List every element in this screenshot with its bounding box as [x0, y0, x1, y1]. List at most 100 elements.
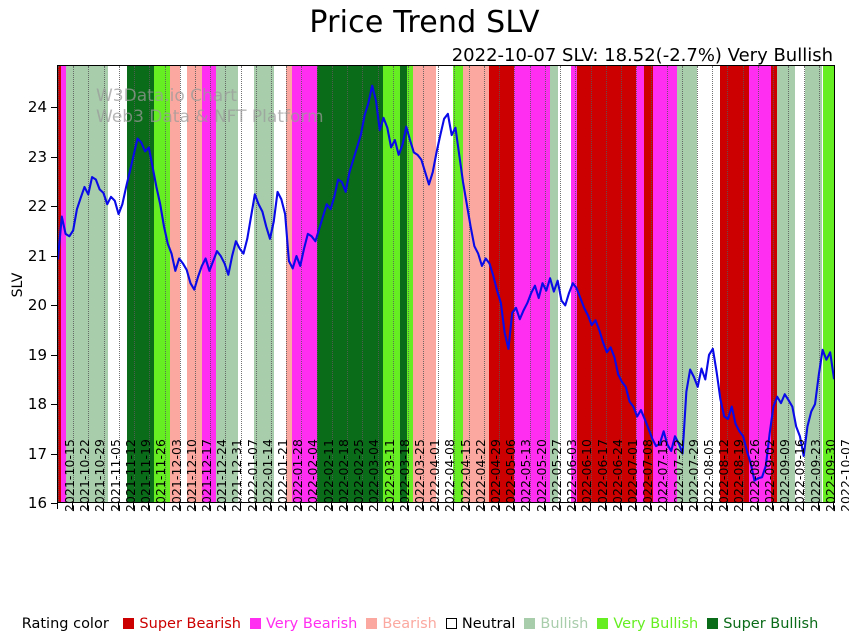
x-tick-mark: [117, 503, 119, 509]
x-tick-label: 2022-09-16: [792, 438, 808, 512]
x-tick-label: 2022-05-13: [518, 438, 534, 512]
rating-band: [170, 66, 181, 502]
x-tick-label: 2022-06-17: [594, 438, 610, 512]
rating-band: [108, 66, 127, 502]
x-tick-mark: [239, 503, 241, 509]
x-tick-label: 2022-01-07: [244, 438, 260, 512]
x-tick-mark: [559, 503, 561, 509]
y-tick-mark: [51, 206, 57, 208]
x-tick-label: 2022-09-23: [807, 438, 823, 512]
legend-swatch-icon: [366, 618, 378, 629]
rating-band: [805, 66, 823, 502]
legend: Rating color Super Bearish Very Bearish Be…: [0, 616, 849, 632]
rating-band: [577, 66, 637, 502]
x-tick-mark: [726, 503, 728, 509]
legend-lead-label: Rating color: [21, 616, 109, 632]
x-tick-label: 2022-07-22: [670, 438, 686, 512]
rating-band: [407, 66, 413, 502]
rating-band: [720, 66, 727, 502]
x-tick-label: 2022-04-29: [488, 438, 504, 512]
rating-band: [453, 66, 463, 502]
legend-item-label: Bearish: [382, 616, 437, 632]
x-tick-mark: [483, 503, 485, 509]
x-tick-label: 2021-12-24: [214, 438, 230, 512]
rating-band: [382, 66, 400, 502]
rating-band: [237, 66, 255, 502]
legend-item[interactable]: Super Bearish: [123, 616, 241, 632]
x-tick-mark: [87, 503, 89, 509]
x-tick-label: 2022-02-04: [305, 438, 321, 512]
x-tick-mark: [133, 503, 135, 509]
x-tick-mark: [756, 503, 758, 509]
rating-band: [216, 66, 238, 502]
rating-bands: [58, 66, 834, 502]
legend-swatch-icon: [524, 618, 536, 629]
gridline: [834, 66, 835, 502]
legend-swatch-icon: [123, 618, 135, 629]
y-tick-mark: [51, 255, 57, 257]
x-tick-label: 2022-08-12: [716, 438, 732, 512]
legend-item[interactable]: Super Bullish: [707, 616, 818, 632]
legend-item[interactable]: Neutral: [445, 616, 515, 632]
x-tick-mark: [498, 503, 500, 509]
rating-band: [126, 66, 154, 502]
legend-item[interactable]: Very Bullish: [597, 616, 698, 632]
rating-band: [180, 66, 188, 502]
chart-subtitle: 2022-10-07 SLV: 18.52(-2.7%) Very Bullis…: [451, 45, 833, 66]
x-tick-mark: [224, 503, 226, 509]
legend-item[interactable]: Very Bearish: [250, 616, 357, 632]
x-tick-label: 2021-11-26: [153, 438, 169, 512]
x-tick-mark: [148, 503, 150, 509]
y-tick-mark: [51, 503, 57, 504]
legend-item[interactable]: Bearish: [366, 616, 437, 632]
x-tick-label: 2022-03-25: [411, 438, 427, 512]
x-tick-label: 2022-07-15: [655, 438, 671, 512]
x-tick-mark: [361, 503, 363, 509]
x-tick-label: 2022-04-01: [427, 438, 443, 512]
x-tick-mark: [285, 503, 287, 509]
x-tick-mark: [787, 503, 789, 509]
rating-band: [652, 66, 678, 502]
y-tick-mark: [51, 305, 57, 307]
x-tick-label: 2021-11-05: [107, 438, 123, 512]
x-tick-mark: [817, 503, 819, 509]
x-tick-label: 2022-06-24: [609, 438, 625, 512]
x-tick-label: 2022-10-07: [838, 438, 849, 512]
x-tick-label: 2022-07-01: [624, 438, 640, 512]
legend-item-label: Very Bullish: [613, 616, 699, 632]
rating-band: [489, 66, 515, 502]
x-tick-mark: [102, 503, 104, 509]
x-tick-mark: [452, 503, 454, 509]
x-tick-mark: [163, 503, 165, 509]
x-tick-label: 2022-09-09: [777, 438, 793, 512]
x-tick-mark: [406, 503, 408, 509]
x-tick-label: 2022-05-20: [533, 438, 549, 512]
legend-item-label: Bullish: [540, 616, 589, 632]
x-tick-mark: [376, 503, 378, 509]
y-tick-mark: [51, 453, 57, 455]
rating-band: [273, 66, 287, 502]
plot-area: W3Data.io Chart Web3 Data & NFT Platform: [57, 65, 835, 503]
y-tick-mark: [51, 156, 57, 158]
x-tick-label: 2021-11-12: [122, 438, 138, 512]
watermark: W3Data.io Chart Web3 Data & NFT Platform: [96, 86, 324, 127]
x-tick-mark: [665, 503, 667, 509]
x-tick-mark: [772, 503, 774, 509]
rating-band: [286, 66, 293, 502]
x-tick-label: 2022-04-15: [457, 438, 473, 512]
legend-item[interactable]: Bullish: [524, 616, 588, 632]
legend-item-label: Super Bullish: [723, 616, 819, 632]
x-tick-label: 2022-05-06: [503, 438, 519, 512]
x-tick-mark: [513, 503, 515, 509]
x-tick-label: 2021-10-22: [77, 438, 93, 512]
y-tick-mark: [51, 354, 57, 356]
rating-band: [636, 66, 645, 502]
rating-band: [822, 66, 834, 502]
rating-band: [749, 66, 771, 502]
y-tick-label: 21: [27, 246, 47, 265]
x-tick-mark: [346, 503, 348, 509]
x-tick-label: 2022-08-19: [731, 438, 747, 512]
x-tick-mark: [833, 503, 834, 509]
x-tick-label: 2022-09-02: [761, 438, 777, 512]
rating-band: [316, 66, 383, 502]
